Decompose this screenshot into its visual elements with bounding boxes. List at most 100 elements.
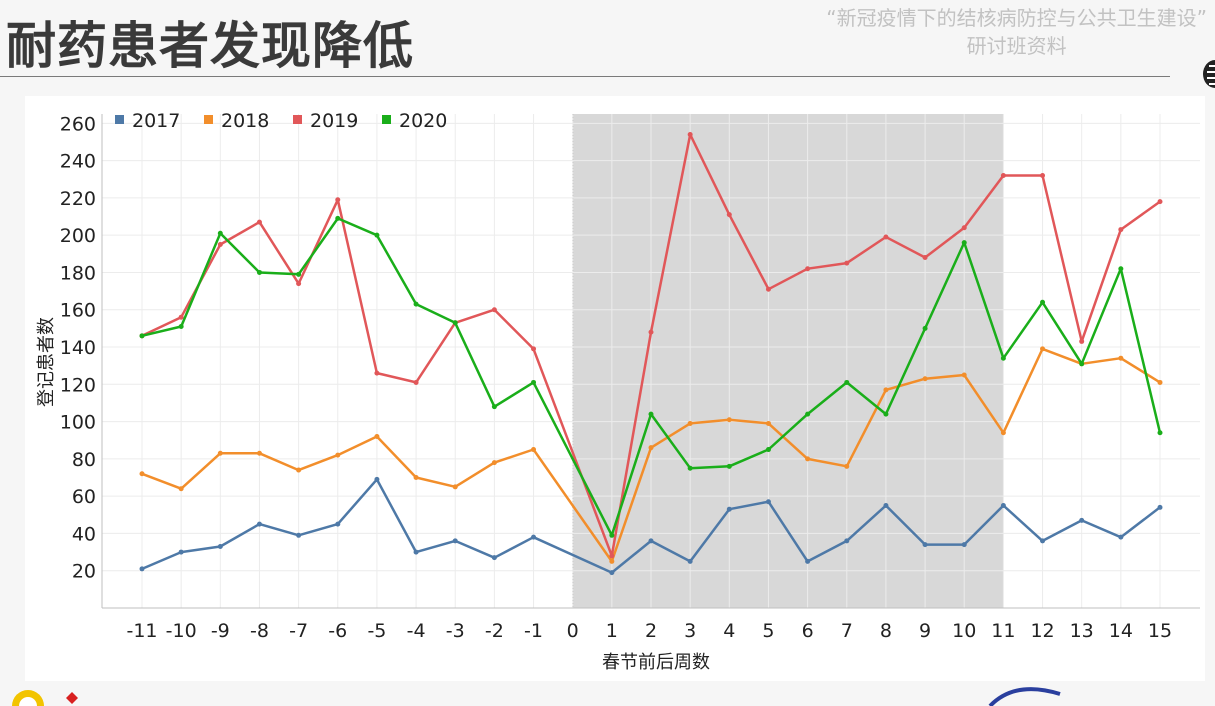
data-point-2020 [883, 411, 889, 417]
decoration-icon [1203, 60, 1215, 88]
data-point-2019 [883, 234, 889, 240]
data-point-2018 [374, 433, 380, 439]
x-tick-label: -11 [126, 620, 157, 642]
data-point-2017 [1000, 502, 1006, 508]
data-point-2018 [805, 456, 811, 462]
x-tick-label: -4 [407, 620, 426, 642]
data-point-2020 [687, 465, 693, 471]
x-tick-label: 9 [919, 620, 931, 642]
x-tick-label: 5 [762, 620, 774, 642]
y-tick-label: 120 [60, 374, 96, 396]
data-point-2020 [1040, 299, 1046, 305]
data-point-2018 [648, 445, 654, 451]
y-tick-label: 60 [72, 486, 96, 508]
data-point-2019 [844, 260, 850, 266]
series-line-2019 [141, 133, 1161, 558]
data-point-2017 [1118, 534, 1124, 540]
data-point-2020 [1079, 361, 1085, 367]
data-point-2020 [805, 411, 811, 417]
x-tick-label: -3 [446, 620, 465, 642]
data-point-2019 [726, 212, 732, 218]
data-point-2018 [335, 452, 341, 458]
data-point-2019 [1079, 338, 1085, 344]
x-tick-label: -5 [367, 620, 386, 642]
data-point-2017 [648, 538, 654, 544]
data-point-2020 [648, 411, 654, 417]
data-point-2019 [961, 225, 967, 231]
x-tick-label: -2 [485, 620, 504, 642]
data-point-2019 [687, 132, 693, 138]
data-point-2019 [922, 255, 928, 261]
data-point-2018 [139, 471, 145, 477]
x-tick-label: -10 [166, 620, 197, 642]
data-point-2019 [335, 197, 341, 203]
data-point-2017 [687, 558, 693, 564]
data-point-2017 [922, 542, 928, 548]
data-point-2019 [491, 307, 497, 313]
x-tick-label: 10 [952, 620, 976, 642]
data-point-2020 [335, 215, 341, 221]
data-point-2019 [609, 553, 615, 559]
data-point-2020 [961, 240, 967, 246]
data-point-2020 [452, 320, 458, 326]
data-point-2020 [844, 379, 850, 385]
x-tick-label: 3 [684, 620, 696, 642]
data-point-2019 [256, 219, 262, 225]
data-point-2019 [805, 266, 811, 272]
data-point-2018 [961, 372, 967, 378]
subtitle: “新冠疫情下的结核病防控与公共卫生建设” 研讨班资料 [826, 4, 1207, 60]
x-tick-label: 12 [1030, 620, 1054, 642]
data-point-2019 [765, 286, 771, 292]
data-point-2018 [217, 450, 223, 456]
x-axis-label: 春节前后周数 [602, 652, 710, 673]
data-point-2017 [609, 570, 615, 576]
y-tick-label: 200 [60, 225, 96, 247]
data-point-2017 [531, 534, 537, 540]
data-point-2019 [648, 329, 654, 335]
data-point-2018 [726, 417, 732, 423]
data-point-2019 [374, 370, 380, 376]
x-tick-label: 13 [1070, 620, 1094, 642]
y-tick-label: 160 [60, 300, 96, 322]
data-point-2020 [491, 404, 497, 410]
subtitle-line-2: 研讨班资料 [966, 34, 1067, 58]
data-point-2018 [1000, 430, 1006, 436]
data-point-2019 [217, 241, 223, 247]
data-point-2019 [1000, 173, 1006, 179]
data-point-2017 [413, 549, 419, 555]
x-tick-label: -7 [289, 620, 308, 642]
data-point-2020 [531, 379, 537, 385]
data-point-2018 [452, 484, 458, 490]
data-point-2020 [922, 325, 928, 331]
data-point-2020 [1157, 430, 1163, 436]
data-point-2019 [1118, 227, 1124, 233]
data-point-2018 [491, 460, 497, 466]
x-tick-label: 15 [1148, 620, 1172, 642]
x-tick-label: -6 [328, 620, 347, 642]
data-point-2018 [531, 447, 537, 453]
data-point-2020 [374, 232, 380, 238]
data-point-2017 [335, 521, 341, 527]
data-point-2017 [1157, 504, 1163, 510]
title-divider [0, 76, 1170, 77]
data-point-2018 [296, 467, 302, 473]
data-point-2019 [1040, 173, 1046, 179]
organization-logo-icon [988, 687, 1061, 706]
y-tick-label: 100 [60, 412, 96, 434]
x-tick-label: 8 [880, 620, 892, 642]
data-point-2017 [805, 558, 811, 564]
legend-label-2018: 2018 [221, 110, 269, 132]
data-point-2019 [178, 314, 184, 320]
data-point-2017 [765, 499, 771, 505]
data-point-2017 [452, 538, 458, 544]
data-point-2018 [256, 450, 262, 456]
data-point-2020 [765, 447, 771, 453]
shaded-region [572, 114, 1004, 608]
data-point-2020 [726, 463, 732, 469]
data-point-2017 [1079, 517, 1085, 523]
data-point-2017 [296, 532, 302, 538]
y-tick-label: 80 [72, 449, 96, 471]
data-point-2017 [1040, 538, 1046, 544]
data-point-2020 [217, 230, 223, 236]
x-tick-label: -1 [524, 620, 543, 642]
